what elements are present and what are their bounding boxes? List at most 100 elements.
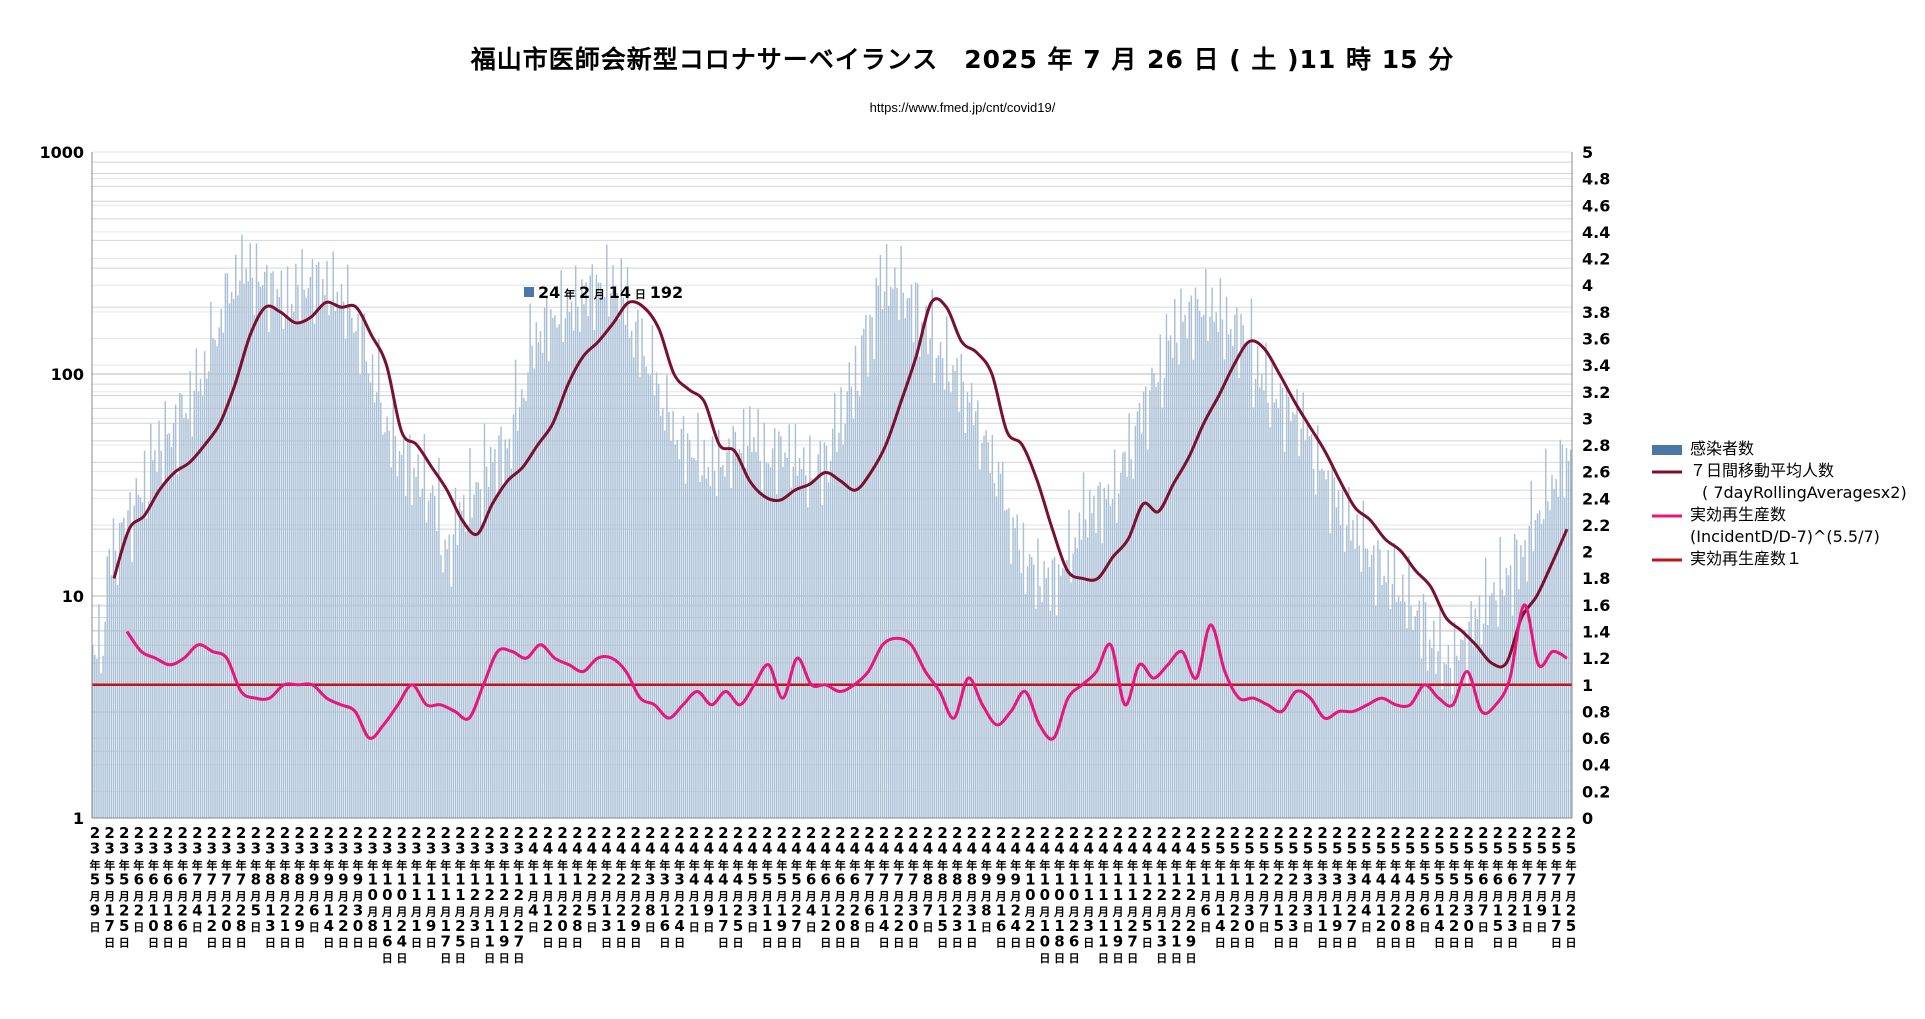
bar [1022,522,1025,818]
right-tick-label: 5 [1582,143,1593,162]
bar [529,303,531,818]
bar [1010,563,1012,818]
bar [1039,586,1041,818]
bar [1565,447,1568,818]
bar [1093,495,1095,818]
bar [753,437,755,818]
bar [662,407,664,818]
bar [230,291,233,818]
bar [1198,310,1201,818]
bar [1410,605,1412,818]
bar [568,312,571,818]
bar [1408,555,1410,818]
bar [276,289,278,818]
bar [778,431,780,818]
bar [305,297,307,818]
bar [1288,397,1290,818]
source-url[interactable]: https://www.fmed.jp/cnt/covid19/ [869,100,1056,115]
bar [975,411,977,818]
bar [773,428,776,818]
bar [1337,490,1340,818]
bar [1501,589,1503,818]
bar [842,444,844,818]
bar [892,288,894,818]
bar [253,315,256,818]
right-tick-label: 3.6 [1582,329,1610,348]
bar [363,313,365,818]
bar [726,451,728,818]
bar [1312,468,1315,818]
bar [1439,608,1441,818]
bar [421,488,424,818]
bar [365,361,368,818]
bar [900,246,902,818]
bar [786,457,788,818]
bar [956,358,958,818]
bar [890,286,892,819]
bar [606,244,608,819]
bar [614,297,616,818]
bar [1155,386,1157,818]
bar [1064,569,1066,818]
bar [1341,488,1344,818]
bar [999,473,1002,818]
bar [201,396,204,818]
bar [1176,342,1178,818]
bar [800,468,803,818]
right-tick-label: 4.2 [1582,250,1610,269]
bar [1470,601,1472,818]
legend-item-cases: 感染者数 [1650,438,1907,460]
bar [1111,498,1114,818]
bar [431,485,434,818]
bar [784,452,786,818]
bar [394,435,397,818]
bar [533,368,535,818]
bar [997,462,1000,818]
bar [1012,517,1014,818]
bar [1122,452,1124,818]
bar [261,284,264,818]
bar [278,297,280,818]
bar [836,451,838,818]
bar [541,352,544,818]
bar [805,475,807,818]
bar [834,393,836,818]
bar [535,322,538,818]
bar [1323,470,1325,818]
bar [456,544,459,818]
bar [315,265,318,818]
bar [688,439,691,818]
bar [630,330,633,818]
bar [910,284,913,819]
bar [243,283,245,818]
bar [1348,486,1350,818]
bar [390,467,392,818]
bar [154,450,156,818]
rolling-average-line [112,297,1569,669]
bar [591,264,593,818]
bar [1526,581,1528,818]
bar [187,419,189,818]
bar [566,295,569,818]
bar [633,357,635,818]
bar [1196,299,1199,818]
bar [597,282,600,818]
bar [682,416,685,818]
bar [927,354,929,818]
bar [1203,314,1205,818]
bar [214,339,216,818]
bar [829,460,832,818]
bar [224,273,227,818]
